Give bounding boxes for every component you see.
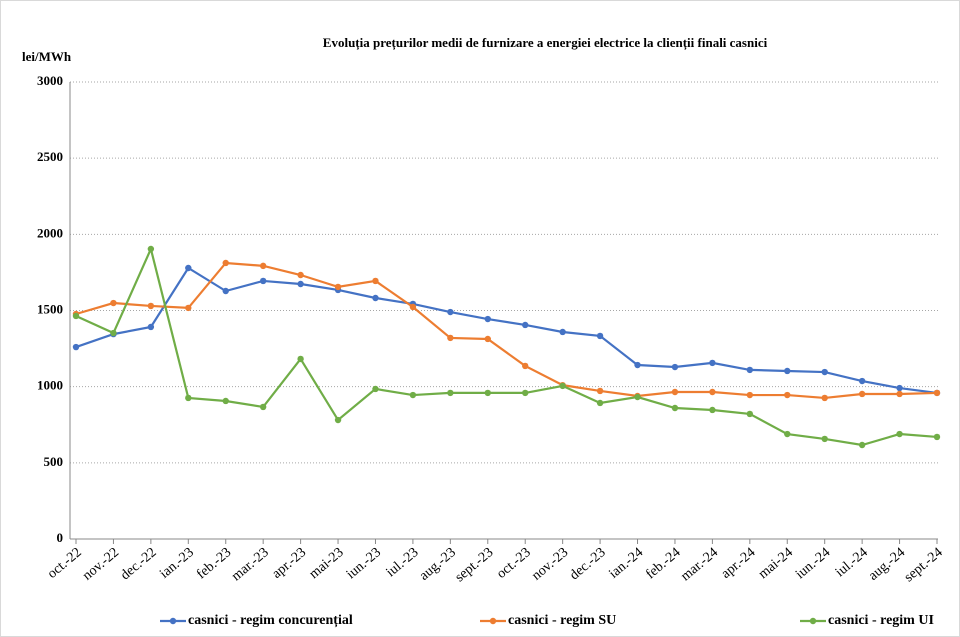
data-point: [709, 406, 716, 414]
y-tick-label: 0: [57, 530, 64, 545]
data-point: [147, 323, 155, 331]
data-point: [671, 388, 679, 396]
data-point: [522, 362, 529, 370]
data-point: [72, 343, 80, 351]
data-point: [933, 433, 941, 441]
data-point: [821, 368, 828, 376]
data-point: [447, 308, 454, 316]
y-axis-label: lei/MWh: [22, 49, 72, 64]
data-point: [821, 394, 828, 402]
series-line: [75, 261, 938, 400]
data-point: [634, 361, 641, 369]
data-point: [222, 287, 229, 295]
y-tick-label: 2000: [37, 225, 63, 240]
data-point: [484, 335, 491, 343]
data-point: [596, 387, 604, 395]
y-tick-label: 2500: [37, 149, 63, 164]
y-tick-label: 500: [44, 454, 64, 469]
data-point: [447, 334, 454, 342]
data-point: [896, 390, 903, 398]
data-point: [522, 321, 529, 329]
data-point: [671, 404, 679, 412]
data-point: [933, 389, 941, 397]
data-point: [559, 382, 566, 390]
data-point: [259, 403, 267, 411]
data-point: [334, 283, 342, 291]
legend-marker: [489, 617, 497, 625]
data-point: [709, 388, 716, 396]
data-point: [297, 271, 304, 279]
y-tick-label: 1500: [37, 301, 63, 316]
data-point: [858, 441, 866, 449]
data-point: [634, 393, 641, 401]
data-point: [222, 397, 229, 405]
data-point: [484, 315, 491, 323]
data-point: [896, 384, 903, 392]
data-point: [110, 329, 117, 337]
data-point: [746, 366, 754, 374]
series-line: [75, 245, 938, 447]
data-point: [858, 390, 866, 398]
data-point: [858, 377, 866, 385]
data-point: [447, 389, 454, 397]
legend-marker: [809, 617, 817, 625]
data-point: [72, 312, 80, 320]
y-tick-label: 1000: [37, 378, 63, 393]
data-point: [596, 332, 604, 340]
series-line: [75, 266, 938, 395]
data-point: [671, 363, 679, 371]
data-point: [147, 245, 155, 253]
chart-title: Evoluția prețurilor medii de furnizare a…: [323, 35, 768, 51]
legend-marker: [169, 617, 177, 625]
data-point: [222, 259, 229, 267]
data-point: [372, 277, 379, 285]
data-point: [709, 359, 716, 367]
y-tick-label: 3000: [37, 73, 63, 88]
data-point: [784, 430, 791, 438]
data-point: [559, 328, 566, 336]
data-point: [147, 302, 155, 310]
data-point: [484, 389, 491, 397]
data-point: [746, 410, 754, 418]
data-point: [746, 391, 754, 399]
data-point: [259, 262, 267, 270]
data-point: [297, 280, 304, 288]
data-point: [297, 355, 304, 363]
data-point: [110, 299, 117, 307]
data-point: [372, 294, 379, 302]
data-point: [784, 391, 791, 399]
data-point: [259, 277, 267, 285]
legend-label: casnici - regim SU: [508, 613, 616, 628]
data-point: [185, 304, 192, 312]
data-point: [409, 391, 417, 399]
data-point: [896, 430, 903, 438]
data-point: [784, 367, 791, 375]
data-point: [522, 389, 529, 397]
data-point: [334, 416, 342, 424]
data-point: [185, 264, 192, 272]
data-point: [821, 435, 828, 443]
data-point: [185, 394, 192, 402]
data-point: [372, 385, 379, 393]
legend-label: casnici - regim concurențial: [188, 613, 353, 628]
data-point: [409, 303, 417, 311]
legend-label: casnici - regim UI: [828, 613, 934, 628]
data-point: [596, 399, 604, 407]
